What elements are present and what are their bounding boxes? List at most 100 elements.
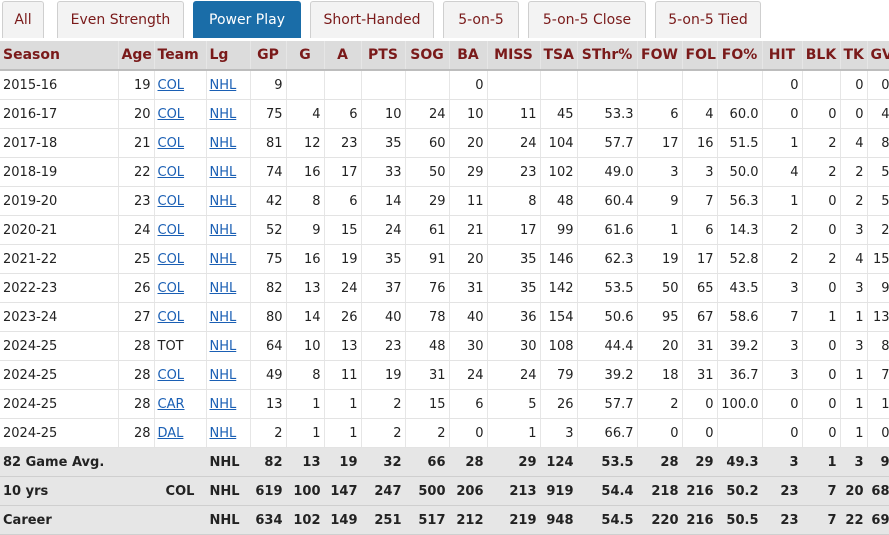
team-link[interactable]: COL <box>157 367 185 383</box>
column-header-pts[interactable]: PTS <box>361 41 406 71</box>
cell-fo-pct: 50.0 <box>717 157 763 187</box>
cell-pts: 40 <box>361 302 406 332</box>
cell-sthr-pct: 53.5 <box>577 273 638 303</box>
cell-hit: 2 <box>762 244 803 274</box>
cell-ba: 24 <box>449 360 488 390</box>
tab-5-on-5-tied[interactable]: 5-on-5 Tied <box>655 1 761 38</box>
cell-a: 6 <box>324 186 362 216</box>
league-link[interactable]: NHL <box>209 280 237 296</box>
league-link[interactable]: NHL <box>209 251 237 267</box>
cell-age: 28 <box>118 360 155 390</box>
column-header-team[interactable]: Team <box>154 41 207 71</box>
league-link[interactable]: NHL <box>209 77 237 93</box>
cell-tsa: 108 <box>540 331 578 361</box>
table-row: 2024-25 28 CAR NHL 13 1 1 2 15 6 5 26 57.7 2 0 100.0 0 0 1… <box>0 389 889 419</box>
league-link[interactable]: NHL <box>209 425 237 441</box>
cell-lg: NHL <box>206 186 251 216</box>
cell-hit: 1 <box>762 128 803 158</box>
cell-pts: 33 <box>361 157 406 187</box>
column-header-sthr-pct[interactable]: SThr% <box>577 41 638 71</box>
league-link[interactable]: NHL <box>209 222 237 238</box>
tab-5-on-5-close[interactable]: 5-on-5 Close <box>528 1 646 38</box>
league-link[interactable]: NHL <box>209 309 237 325</box>
summary-cell-miss: 213 <box>487 476 541 506</box>
column-header-tsa[interactable]: TSA <box>540 41 578 71</box>
cell-a: 17 <box>324 157 362 187</box>
league-link[interactable]: NHL <box>209 396 237 412</box>
cell-pts: 14 <box>361 186 406 216</box>
league-link[interactable]: NHL <box>209 367 237 383</box>
cell-a <box>324 70 362 100</box>
column-header-g[interactable]: G <box>286 41 325 71</box>
table-body: 2015-16 19 COL NHL 9 0 0 0 0 2016-17 20 COL NHL 75 4 6 1… <box>0 70 889 448</box>
cell-gp: 81 <box>250 128 287 158</box>
team-link[interactable]: COL <box>157 309 185 325</box>
cell-tk: 1 <box>840 418 868 448</box>
cell-pts: 35 <box>361 244 406 274</box>
cell-gv: 2 <box>867 215 889 245</box>
league-link[interactable]: NHL <box>209 193 237 209</box>
team-link[interactable]: COL <box>157 135 185 151</box>
tab-all[interactable]: All <box>2 1 44 38</box>
team-link[interactable]: COL <box>157 251 185 267</box>
cell-lg: NHL <box>206 70 251 100</box>
cell-miss: 23 <box>487 157 541 187</box>
column-header-miss[interactable]: MISS <box>487 41 541 71</box>
team-link[interactable]: COL <box>157 77 185 93</box>
tab-power-play[interactable]: Power Play <box>193 1 301 38</box>
cell-tk: 1 <box>840 302 868 332</box>
league-link[interactable]: NHL <box>209 106 237 122</box>
cell-age: 19 <box>118 70 155 100</box>
cell-g: 1 <box>286 418 325 448</box>
column-header-fow[interactable]: FOW <box>637 41 683 71</box>
column-header-ba[interactable]: BA <box>449 41 488 71</box>
tab-5-on-5[interactable]: 5-on-5 <box>443 1 519 38</box>
cell-tk: 2 <box>840 186 868 216</box>
column-header-tk[interactable]: TK <box>840 41 868 71</box>
cell-sog: 50 <box>405 157 450 187</box>
team-link[interactable]: COL <box>157 280 185 296</box>
column-header-hit[interactable]: HIT <box>762 41 803 71</box>
column-header-season[interactable]: Season <box>0 41 119 71</box>
column-header-gp[interactable]: GP <box>250 41 287 71</box>
summary-row: 82 Game Avg. NHL 82 13 19 32 66 28 29 124 53.5 28 29… <box>0 447 889 477</box>
column-header-lg[interactable]: Lg <box>206 41 251 71</box>
cell-pts: 10 <box>361 99 406 129</box>
summary-cell-gp: 82 <box>250 447 287 477</box>
summary-cell-fow: 218 <box>637 476 683 506</box>
column-header-age[interactable]: Age <box>118 41 155 71</box>
cell-sthr-pct: 57.7 <box>577 128 638 158</box>
cell-ba: 0 <box>449 418 488 448</box>
column-header-a[interactable]: A <box>324 41 362 71</box>
table-row: 2016-17 20 COL NHL 75 4 6 10 24 10 11 45 53.3 6 4 60.0 0… <box>0 99 889 129</box>
team-link[interactable]: COL <box>157 193 185 209</box>
cell-fol: 7 <box>682 186 718 216</box>
summary-cell-age <box>118 476 155 506</box>
cell-sog: 91 <box>405 244 450 274</box>
column-header-fol[interactable]: FOL <box>682 41 718 71</box>
cell-fo-pct: 14.3 <box>717 215 763 245</box>
column-header-gv[interactable]: GV <box>867 41 889 71</box>
cell-gp: 75 <box>250 99 287 129</box>
tab-short-handed[interactable]: Short-Handed <box>310 1 434 38</box>
cell-sog: 76 <box>405 273 450 303</box>
cell-a: 11 <box>324 360 362 390</box>
league-link[interactable]: NHL <box>209 164 237 180</box>
cell-hit: 0 <box>762 389 803 419</box>
tab-even-strength[interactable]: Even Strength <box>57 1 184 38</box>
cell-gp: 9 <box>250 70 287 100</box>
team-link[interactable]: COL <box>157 164 185 180</box>
column-header-sog[interactable]: SOG <box>405 41 450 71</box>
team-link[interactable]: DAL <box>157 425 184 441</box>
league-link[interactable]: NHL <box>209 338 237 354</box>
column-header-blk[interactable]: BLK <box>802 41 841 71</box>
cell-pts: 23 <box>361 331 406 361</box>
team-link[interactable]: COL <box>157 106 185 122</box>
summary-cell-tsa: 919 <box>540 476 578 506</box>
team-link[interactable]: CAR <box>157 396 185 412</box>
league-link[interactable]: NHL <box>209 135 237 151</box>
column-header-fo-pct[interactable]: FO% <box>717 41 763 71</box>
team-link[interactable]: COL <box>157 222 185 238</box>
cell-gv: 1 <box>867 389 889 419</box>
cell-tk: 4 <box>840 244 868 274</box>
